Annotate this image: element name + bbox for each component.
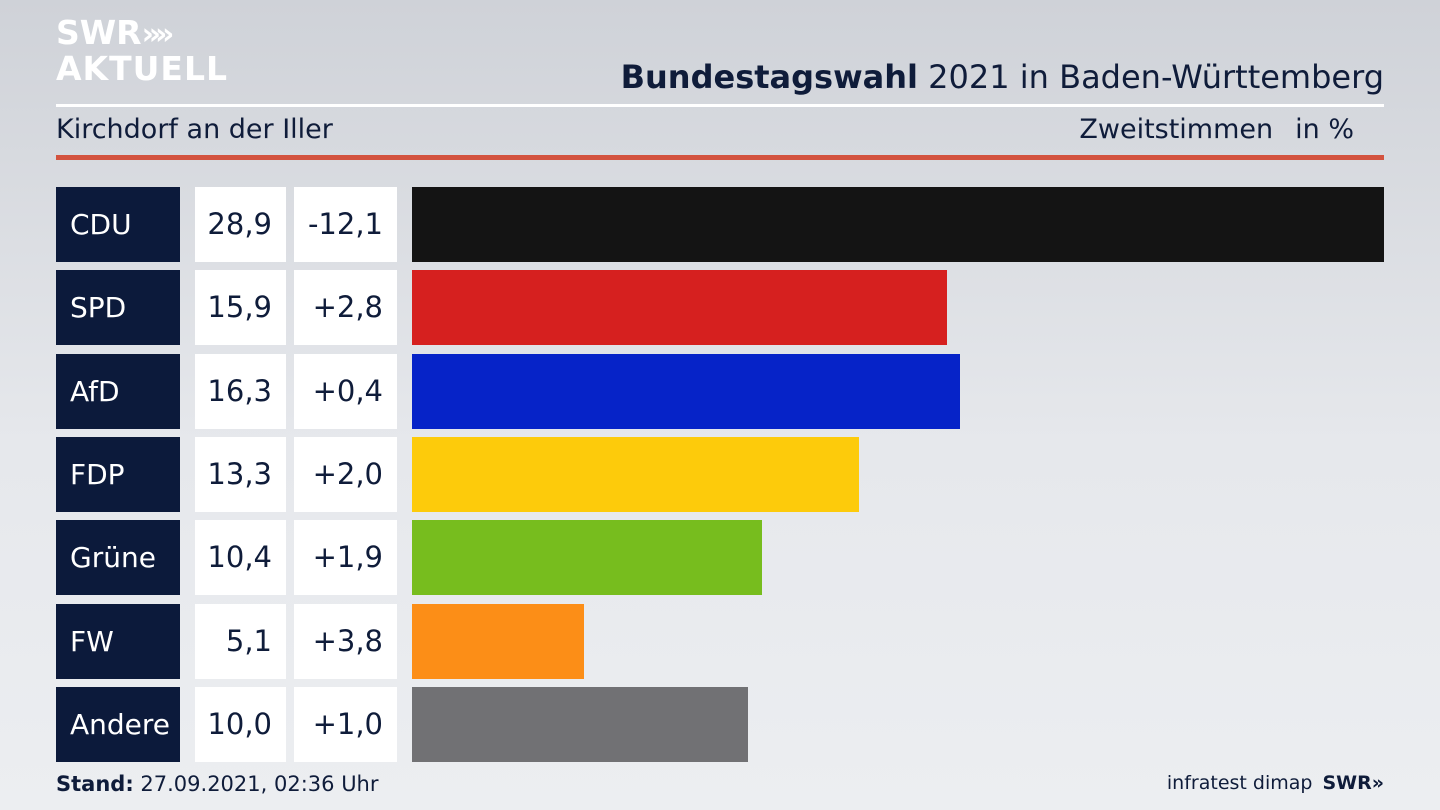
chart-row: Andere 10,0 +1,0 — [0, 687, 1440, 762]
value-label: 10,0 — [195, 687, 286, 762]
party-label: Grüne — [56, 520, 180, 595]
unit-label: in % — [1295, 114, 1354, 145]
party-label: CDU — [56, 187, 180, 262]
diff-label: -12,1 — [294, 187, 397, 262]
source-label: infratest dimap — [1166, 772, 1313, 794]
diff-label: +3,8 — [294, 604, 397, 679]
chart-row: SPD 15,9 +2,8 — [0, 270, 1440, 345]
value-label: 16,3 — [195, 354, 286, 429]
party-label: AfD — [56, 354, 180, 429]
party-label: SPD — [56, 270, 180, 345]
chart-row: Grüne 10,4 +1,9 — [0, 520, 1440, 595]
chart-title: Bundestagswahl 2021 in Baden-Württemberg — [621, 58, 1384, 96]
metric-label-group: Zweitstimmen in % — [1079, 114, 1354, 145]
logo-swr-text: SWR — [56, 13, 142, 52]
swr-brand-logo: SWR» — [1322, 772, 1384, 794]
value-label: 13,3 — [195, 437, 286, 512]
party-label: FW — [56, 604, 180, 679]
value-label: 10,4 — [195, 520, 286, 595]
stand-label: Stand: — [56, 772, 134, 796]
logo-aktuell-text: AKTUELL — [56, 49, 229, 88]
accent-divider — [56, 155, 1384, 160]
party-label: Andere — [56, 687, 180, 762]
header-divider — [56, 104, 1384, 107]
chart-row: AfD 16,3 +0,4 — [0, 354, 1440, 429]
source-credit: infratest dimap SWR» — [1167, 772, 1384, 794]
diff-label: +1,9 — [294, 520, 397, 595]
diff-label: +1,0 — [294, 687, 397, 762]
chart-row: CDU 28,9 -12,1 — [0, 187, 1440, 262]
bar — [412, 354, 960, 429]
bar — [412, 520, 762, 595]
value-label: 28,9 — [195, 187, 286, 262]
bar — [412, 270, 947, 345]
chart-row: FDP 13,3 +2,0 — [0, 437, 1440, 512]
value-label: 5,1 — [195, 604, 286, 679]
metric-label: Zweitstimmen — [1079, 114, 1274, 145]
bar — [412, 187, 1384, 262]
diff-label: +2,0 — [294, 437, 397, 512]
swr-aktuell-logo: SWR»» AKTUELL — [56, 16, 228, 86]
timestamp: Stand: 27.09.2021, 02:36 Uhr — [56, 772, 379, 796]
bar — [412, 687, 748, 762]
diff-label: +2,8 — [294, 270, 397, 345]
party-label: FDP — [56, 437, 180, 512]
title-rest: 2021 in Baden-Württemberg — [928, 58, 1384, 96]
bar — [412, 604, 584, 679]
chart-row: FW 5,1 +3,8 — [0, 604, 1440, 679]
bar — [412, 437, 859, 512]
stand-value: 27.09.2021, 02:36 Uhr — [140, 772, 379, 796]
location-label: Kirchdorf an der Iller — [56, 114, 333, 145]
diff-label: +0,4 — [294, 354, 397, 429]
title-bold: Bundestagswahl — [620, 58, 918, 96]
value-label: 15,9 — [195, 270, 286, 345]
